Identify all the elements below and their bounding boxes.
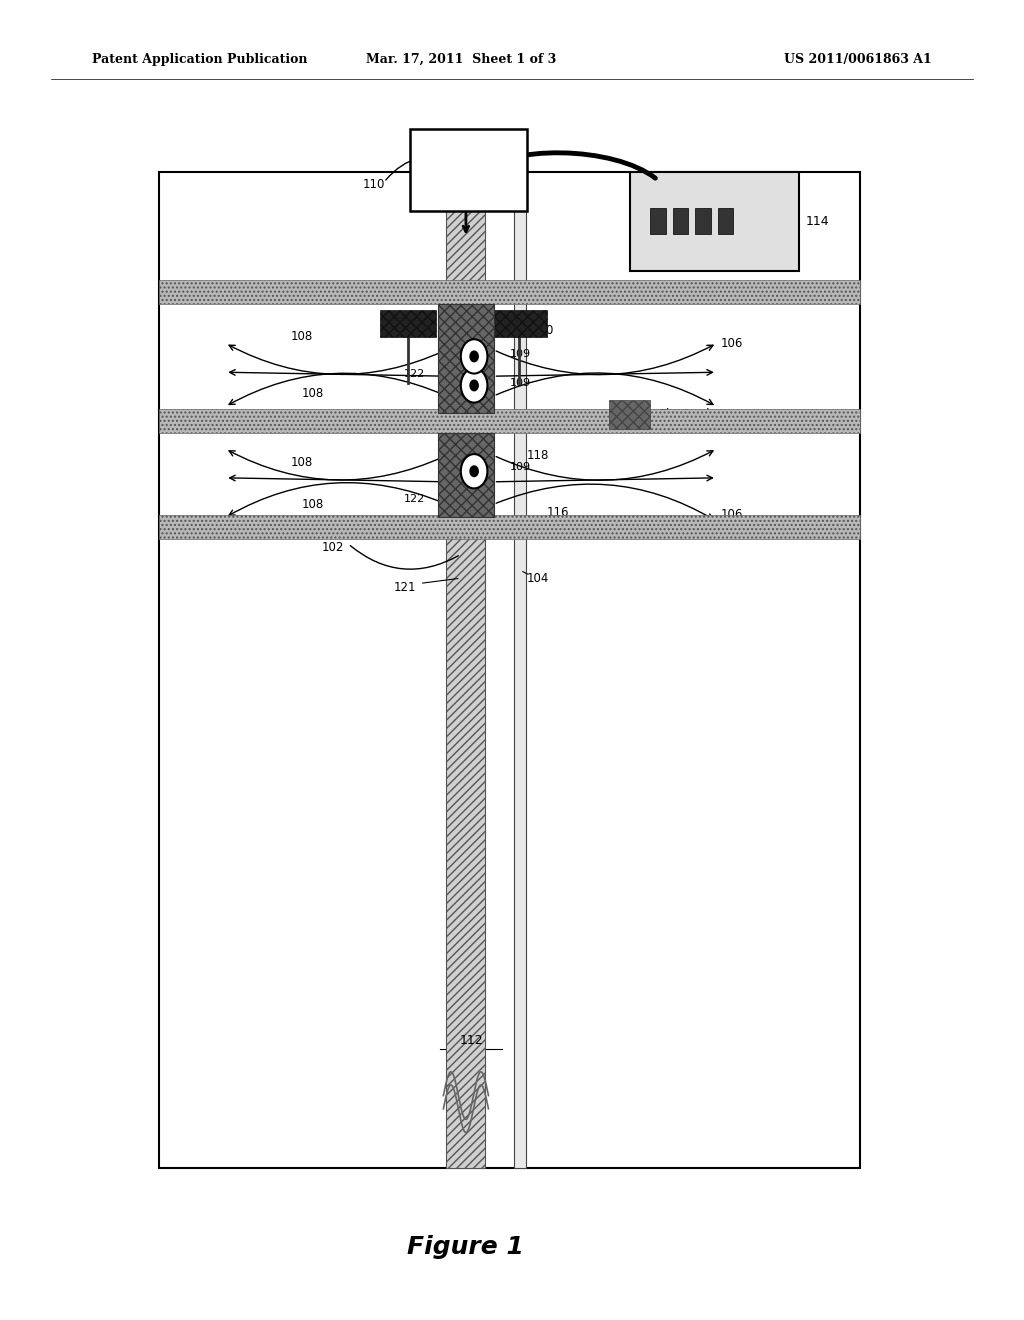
Bar: [446, 145, 485, 1168]
Circle shape: [461, 454, 487, 488]
Bar: [514, 145, 526, 1168]
Text: 121: 121: [393, 581, 416, 594]
Text: US 2011/0061863 A1: US 2011/0061863 A1: [784, 53, 932, 66]
Bar: [159, 172, 860, 1168]
Text: 108: 108: [301, 498, 324, 511]
Text: fluid: fluid: [452, 162, 485, 178]
Text: Electrode: Electrode: [658, 408, 718, 421]
Text: 122: 122: [403, 368, 425, 379]
Circle shape: [461, 339, 487, 374]
Text: 114: 114: [806, 215, 829, 227]
Bar: [718, 207, 733, 235]
FancyBboxPatch shape: [410, 129, 527, 211]
Bar: [159, 515, 860, 539]
Text: 108: 108: [301, 387, 324, 400]
Text: 116: 116: [547, 506, 569, 519]
Text: 110: 110: [362, 178, 385, 191]
Text: 130: 130: [174, 285, 197, 298]
Text: 102: 102: [322, 541, 344, 554]
Bar: [159, 280, 860, 304]
Text: 109: 109: [510, 378, 531, 388]
Text: 109: 109: [510, 348, 531, 359]
Text: 104: 104: [526, 572, 549, 585]
Bar: [438, 433, 494, 517]
Text: Mar. 17, 2011  Sheet 1 of 3: Mar. 17, 2011 Sheet 1 of 3: [366, 53, 556, 66]
Text: 109: 109: [510, 462, 531, 473]
FancyBboxPatch shape: [630, 172, 799, 271]
Bar: [673, 207, 688, 235]
Bar: [159, 409, 860, 433]
Text: 112: 112: [459, 1034, 483, 1047]
Circle shape: [470, 351, 478, 362]
Bar: [159, 280, 860, 304]
Circle shape: [470, 380, 478, 391]
Text: 130: 130: [174, 520, 197, 533]
Bar: [159, 515, 860, 539]
Bar: [695, 207, 711, 235]
Bar: [650, 207, 666, 235]
Bar: [490, 310, 547, 337]
Text: 106: 106: [721, 337, 743, 350]
Text: 122: 122: [403, 494, 425, 504]
Bar: [380, 310, 436, 337]
Bar: [159, 409, 860, 433]
Text: 130: 130: [174, 414, 197, 428]
Bar: [609, 400, 650, 429]
Text: 108: 108: [291, 455, 313, 469]
Circle shape: [470, 466, 478, 477]
Text: 118: 118: [526, 449, 549, 462]
Text: 108: 108: [291, 330, 313, 343]
Text: 120: 120: [531, 323, 554, 337]
Text: Patent Application Publication: Patent Application Publication: [92, 53, 307, 66]
Bar: [438, 304, 494, 413]
Text: 106: 106: [721, 508, 743, 521]
Text: Figure 1: Figure 1: [408, 1236, 524, 1259]
Circle shape: [461, 368, 487, 403]
